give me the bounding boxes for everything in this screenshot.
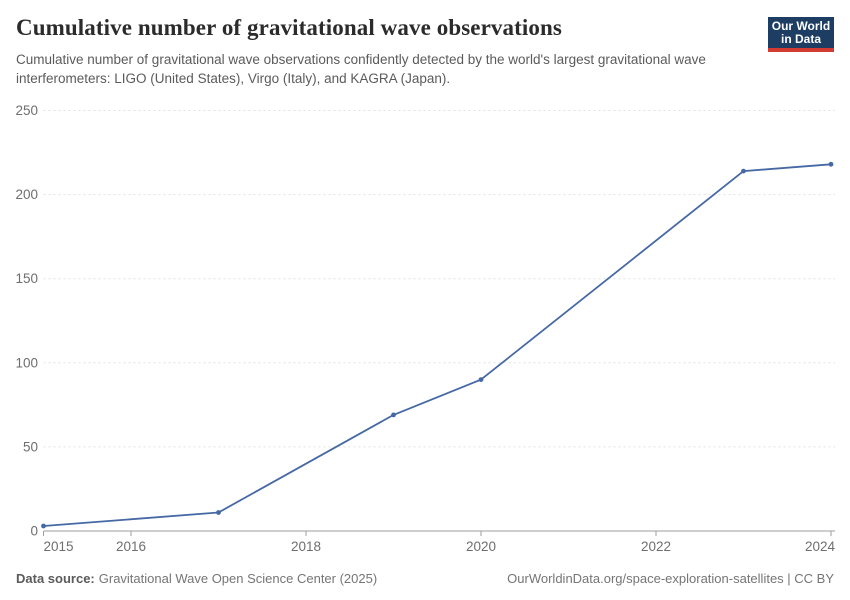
- y-tick-label-0: 0: [30, 524, 38, 539]
- y-tick-label-150: 150: [15, 271, 38, 286]
- data-point-2023[interactable]: [741, 168, 746, 174]
- data-source-value: Gravitational Wave Open Science Center (…: [98, 571, 378, 586]
- y-tick-label-200: 200: [15, 187, 38, 202]
- data-line[interactable]: [42, 163, 832, 527]
- data-point-2024[interactable]: [828, 161, 834, 167]
- data-source-label: Data source:: [16, 571, 95, 586]
- x-tick-label-2024: 2024: [805, 539, 836, 554]
- x-tick-label-2016: 2016: [116, 539, 146, 554]
- data-source-note: Data source: Gravitational Wave Open Scie…: [16, 571, 377, 586]
- owid-logo-text-line2: in Data: [780, 32, 821, 46]
- y-tick-label-50: 50: [23, 439, 38, 454]
- y-tick-label-100: 100: [15, 355, 38, 370]
- data-point-2015[interactable]: [41, 523, 46, 529]
- data-point-2017[interactable]: [216, 510, 221, 515]
- chart-header: Cumulative number of gravitational wave …: [0, 0, 850, 88]
- chart-footer: Data source: Gravitational Wave Open Scie…: [16, 571, 834, 586]
- x-tick-label-2018: 2018: [291, 539, 321, 554]
- chart-title: Cumulative number of gravitational wave …: [16, 15, 562, 40]
- attribution-link[interactable]: OurWorldinData.org/space-exploration-sat…: [507, 571, 834, 586]
- x-tick-label-2015: 2015: [44, 539, 74, 554]
- owid-logo[interactable]: Our World in Data: [768, 17, 834, 52]
- x-tick-label-2022: 2022: [641, 539, 671, 554]
- data-point-2019[interactable]: [391, 412, 396, 418]
- y-tick-label-250: 250: [15, 103, 38, 118]
- data-point-2020[interactable]: [478, 377, 484, 382]
- x-tick-label-2020: 2020: [466, 539, 496, 554]
- chart-subtitle: Cumulative number of gravitational wave …: [16, 52, 706, 86]
- owid-logo-text-line1: Our World: [771, 19, 831, 33]
